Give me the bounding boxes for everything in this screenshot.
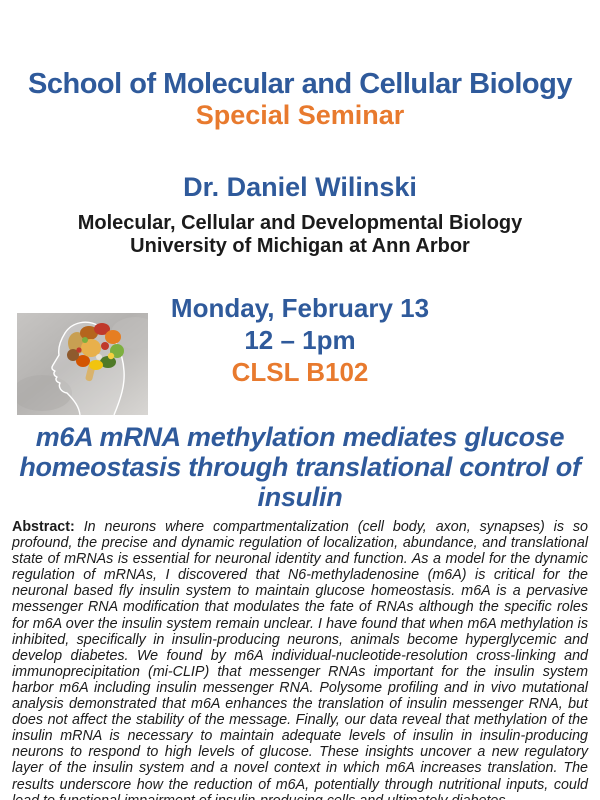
speaker-name: Dr. Daniel Wilinski — [183, 172, 417, 202]
speaker-department: Molecular, Cellular and Developmental Bi… — [77, 212, 523, 234]
talk-title-line-2: homeostasis through translational contro… — [19, 452, 581, 482]
head-profile-food-brain-image — [17, 313, 148, 415]
event-details: Monday, February 13 12 – 1pm CLSL B102 — [0, 292, 600, 388]
abstract-label: Abstract: — [12, 519, 75, 535]
event-location: CLSL B102 — [231, 357, 369, 387]
event-time: 12 – 1pm — [244, 325, 356, 355]
abstract-paragraph: Abstract: In neurons where compartmental… — [12, 519, 588, 800]
talk-title-line-1: m6A mRNA methylation mediates glucose — [35, 422, 565, 452]
speaker-university: University of Michigan at Ann Arbor — [130, 235, 470, 257]
talk-title-line-3: insulin — [257, 482, 343, 512]
food-brain-cluster — [67, 323, 124, 382]
abstract-body-text: In neurons where compartmentalization (c… — [12, 519, 588, 800]
seminar-type-heading: Special Seminar — [195, 100, 405, 130]
talk-title: m6A mRNA methylation mediates glucose ho… — [14, 422, 586, 512]
school-title: School of Molecular and Cellular Biology — [28, 68, 572, 100]
event-date: Monday, February 13 — [170, 293, 430, 323]
